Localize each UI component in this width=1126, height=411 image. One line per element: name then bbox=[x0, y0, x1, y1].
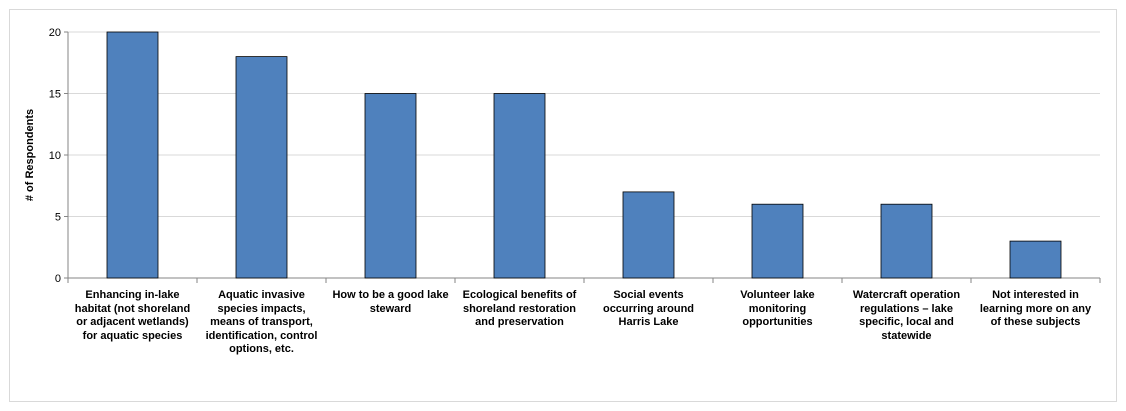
bar bbox=[106, 31, 159, 279]
y-axis-title: # of Respondents bbox=[24, 109, 36, 201]
y-tick-label: 15 bbox=[49, 89, 61, 101]
bar bbox=[622, 191, 675, 279]
x-tick-label: Social events occurring around Harris La… bbox=[602, 289, 695, 328]
bar bbox=[235, 56, 288, 279]
x-tick-label: Ecological benefits of shoreland restora… bbox=[462, 289, 577, 328]
x-tick-label: Not interested in learning more on any o… bbox=[979, 289, 1092, 328]
bar bbox=[364, 93, 417, 279]
bar bbox=[1009, 240, 1062, 279]
x-tick-label: Enhancing in-lake habitat (not shoreland… bbox=[74, 289, 191, 342]
x-tick-label: How to be a good lake steward bbox=[332, 289, 449, 315]
x-tick-label: Watercraft operation regulations – lake … bbox=[852, 289, 961, 342]
bar bbox=[751, 203, 804, 279]
y-tick-label: 5 bbox=[55, 212, 61, 224]
x-tick-label: Aquatic invasive species impacts, means … bbox=[205, 289, 318, 355]
y-tick-label: 0 bbox=[55, 273, 61, 285]
y-tick-label: 20 bbox=[49, 27, 61, 39]
bar bbox=[880, 203, 933, 279]
y-tick-label: 10 bbox=[49, 150, 61, 162]
bar bbox=[493, 93, 546, 279]
x-tick-label: Volunteer lake monitoring opportunities bbox=[740, 289, 815, 328]
